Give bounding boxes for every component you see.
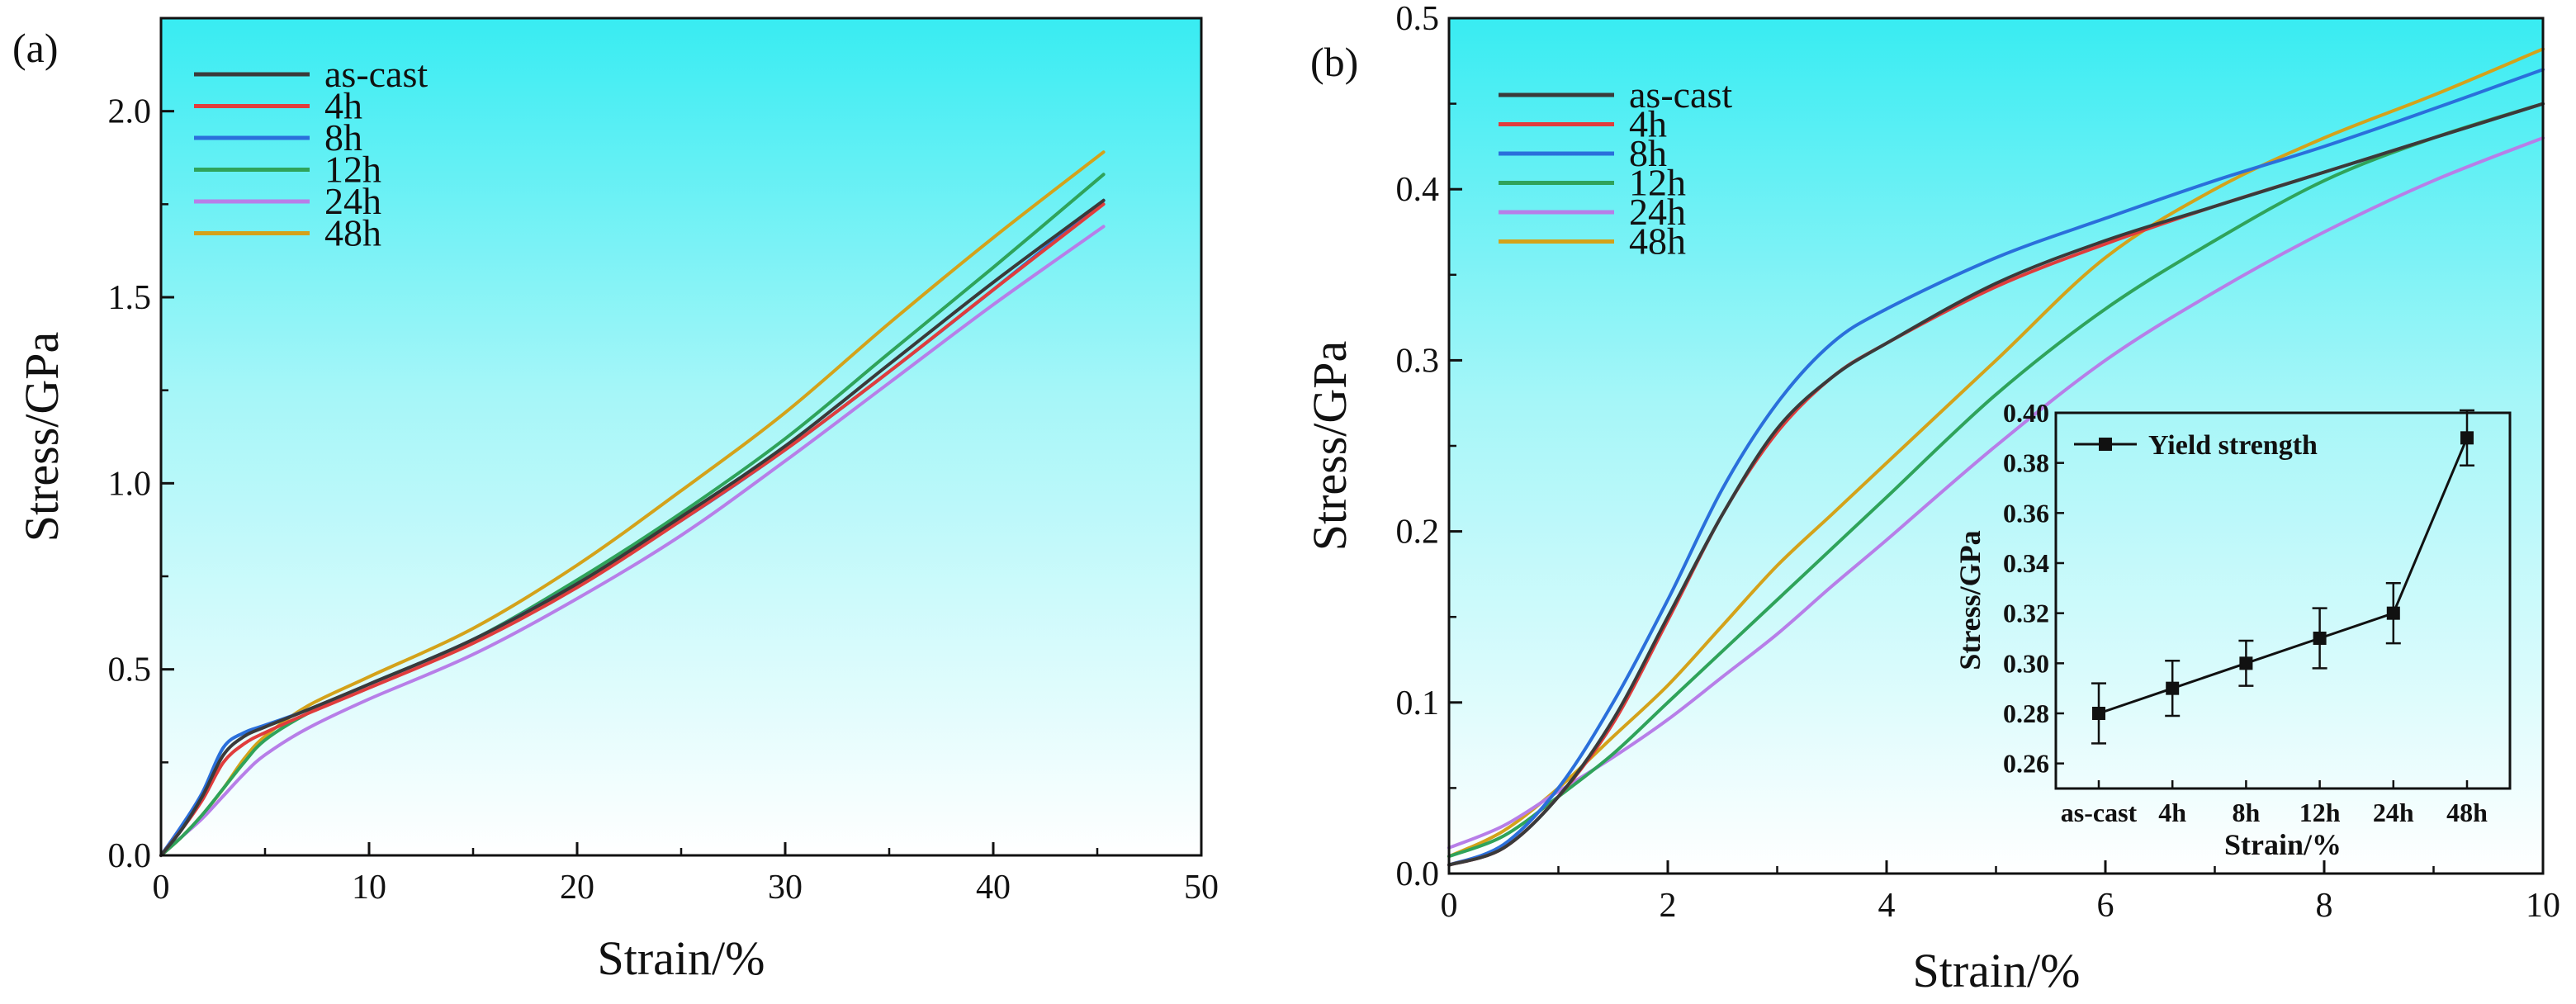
inset-x-tick-label: as-cast xyxy=(2061,798,2138,827)
panel-a-y-axis-label: Stress/GPa xyxy=(15,332,69,542)
inset-y-tick-label: 0.38 xyxy=(2003,448,2049,478)
legend-label-8h: 8h xyxy=(1629,132,1667,174)
inset-data-point-24h xyxy=(2386,606,2400,620)
panel-a-label: (a) xyxy=(12,25,59,71)
y-tick-label: 0.1 xyxy=(1396,684,1440,722)
legend-label-4h: 4h xyxy=(324,85,362,127)
series-line-48h xyxy=(1447,47,2545,859)
x-tick-label: 0 xyxy=(153,869,170,907)
inset-y-tick-label: 0.34 xyxy=(2003,548,2049,578)
panel-a: 0 10 20 30 40 50 0.0 0.5 1.0 1.5 2.0 as-cast4h8h12… xyxy=(12,17,1219,985)
panel-b-label: (b) xyxy=(1310,39,1358,85)
inset-legend-marker xyxy=(2099,438,2112,451)
series-line-as-cast xyxy=(1447,102,2545,867)
series-line-24h xyxy=(159,225,1106,857)
inset-chart: 0.26 0.28 0.30 0.32 0.34 0.36 0.38 0.40 as-cast 4… xyxy=(1953,398,2512,861)
x-tick-label: 2 xyxy=(1660,887,1677,925)
inset-y-tick-label: 0.30 xyxy=(2003,648,2049,678)
panel-a-series-lines xyxy=(159,150,1106,857)
panel-b-series-lines xyxy=(1447,47,2545,867)
x-tick-label: 10 xyxy=(2526,887,2560,925)
inset-data-point-8h xyxy=(2239,656,2253,670)
y-tick-label: 0.4 xyxy=(1396,171,1440,209)
legend-label-as-cast: as-cast xyxy=(1629,73,1732,116)
inset-marks xyxy=(2091,409,2474,745)
legend-label-48h: 48h xyxy=(324,212,381,254)
y-tick-label: 2.0 xyxy=(108,93,152,131)
inset-ticks: 0.26 0.28 0.30 0.32 0.34 0.36 0.38 0.40 as-cast 4… xyxy=(2003,398,2488,827)
x-tick-label: 4 xyxy=(1878,887,1896,925)
inset-x-tick-label: 4h xyxy=(2158,798,2186,827)
legend-label-8h: 8h xyxy=(324,116,362,159)
panel-b-ticks: 0 2 4 6 8 10 0.0 0.1 0.2 0.3 0.4 0.5 xyxy=(1396,0,2561,925)
x-tick-label: 8 xyxy=(2316,887,2333,925)
panel-a-x-axis-label: Strain/% xyxy=(598,931,765,985)
inset-series-line xyxy=(2098,437,2469,715)
panel-a-plot-background xyxy=(161,18,1201,855)
x-tick-label: 20 xyxy=(560,869,594,907)
y-tick-label: 1.5 xyxy=(108,279,152,317)
legend-label-12h: 12h xyxy=(1629,162,1686,204)
x-tick-label: 50 xyxy=(1184,869,1219,907)
series-line-8h xyxy=(1447,68,2545,867)
inset-data-point-12h xyxy=(2313,632,2327,645)
series-line-as-cast xyxy=(159,198,1106,857)
inset-y-tick-label: 0.32 xyxy=(2003,599,2049,628)
inset-y-tick-label: 0.36 xyxy=(2003,498,2049,528)
inset-x-tick-label: 12h xyxy=(2299,798,2341,827)
legend-label-24h: 24h xyxy=(324,180,381,222)
panel-a-ticks: 0 10 20 30 40 50 0.0 0.5 1.0 1.5 2.0 xyxy=(108,93,1219,907)
y-tick-label: 0.5 xyxy=(108,651,152,689)
legend-label-as-cast: as-cast xyxy=(324,53,428,95)
inset-y-tick-label: 0.26 xyxy=(2003,749,2049,779)
y-tick-label: 0.3 xyxy=(1396,342,1440,380)
inset-y-axis-label: Stress/GPa xyxy=(1953,530,1986,670)
inset-legend-label: Yield strength xyxy=(2148,430,2318,461)
legend-label-24h: 24h xyxy=(1629,191,1686,233)
x-tick-label: 10 xyxy=(352,869,386,907)
y-tick-label: 0.2 xyxy=(1396,514,1440,552)
panel-b: 0 2 4 6 8 100.00.10.20.30.40.5 as-cast4h8h12h… xyxy=(1303,0,2560,997)
inset-x-tick-label: 24h xyxy=(2373,798,2414,827)
inset-x-tick-label: 48h xyxy=(2446,798,2488,827)
y-tick-label: 0.5 xyxy=(1396,0,1440,38)
inset-data-point-4h xyxy=(2166,681,2180,695)
inset-data-point-48h xyxy=(2460,431,2474,445)
y-tick-label: 1.0 xyxy=(108,465,152,503)
inset-y-tick-label: 0.28 xyxy=(2003,699,2049,728)
inset-y-tick-label: 0.40 xyxy=(2003,398,2049,428)
x-tick-label: 0 xyxy=(1441,887,1458,925)
series-line-4h xyxy=(159,202,1106,857)
panel-b-y-axis-label: Stress/GPa xyxy=(1303,341,1357,552)
y-tick-label: 0.0 xyxy=(1396,855,1440,893)
panel-b-x-axis-label: Strain/% xyxy=(1913,944,2081,997)
x-tick-label: 40 xyxy=(976,869,1011,907)
inset-x-tick-label: 8h xyxy=(2233,798,2261,827)
legend-label-12h: 12h xyxy=(324,149,381,191)
legend-label-48h: 48h xyxy=(1629,220,1686,263)
inset-data-point-as-cast xyxy=(2092,707,2105,720)
x-tick-label: 30 xyxy=(768,869,803,907)
inset-axes-frame xyxy=(2054,411,2512,790)
legend-label-4h: 4h xyxy=(1629,103,1667,145)
x-tick-label: 6 xyxy=(2097,887,2114,925)
inset-legend: Yield strength xyxy=(2074,430,2318,461)
y-tick-label: 0.0 xyxy=(108,837,152,875)
series-line-12h xyxy=(1447,102,2545,859)
inset-x-axis-label: Strain/% xyxy=(2224,828,2342,861)
